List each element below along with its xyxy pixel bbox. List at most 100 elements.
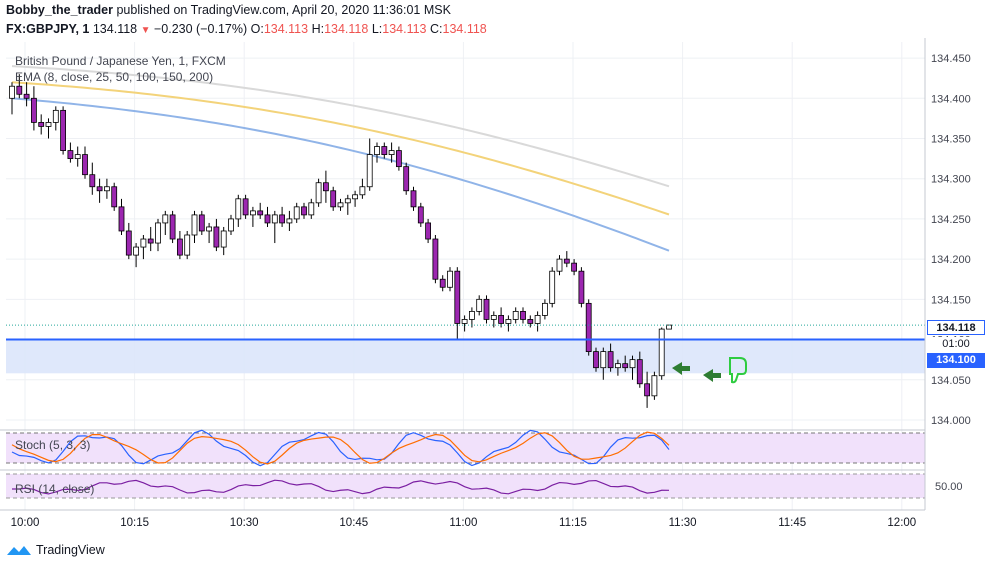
candle-body	[425, 222, 432, 240]
price-tick-label: 134.200	[931, 254, 971, 266]
candle-body	[301, 206, 307, 216]
candle-body	[454, 270, 461, 324]
candle-body	[125, 230, 132, 256]
author-name[interactable]: Bobby_the_trader	[6, 3, 113, 17]
candle-body	[23, 93, 30, 99]
countdown-tag: 01:00	[927, 337, 985, 352]
footer: TradingView	[6, 543, 105, 557]
thumbs-down-icon	[729, 357, 747, 384]
price-tick-label: 134.150	[931, 294, 971, 306]
candle-body	[468, 310, 475, 320]
price-tick-label: 134.000	[931, 415, 971, 427]
price-tick-label: 134.450	[931, 53, 971, 65]
candle-body	[490, 315, 497, 320]
candle-body	[198, 214, 205, 232]
support-zone	[6, 339, 925, 374]
time-tick-label: 11:15	[559, 517, 587, 529]
time-tick-label: 10:00	[11, 517, 40, 529]
candle-body	[228, 218, 234, 232]
candle-body	[30, 97, 37, 123]
rsi-band	[6, 474, 925, 498]
candle-body	[483, 298, 490, 320]
low-value: 134.113	[382, 22, 427, 36]
stoch-d-line	[11, 431, 670, 465]
candle-body	[432, 238, 439, 280]
candle-body	[264, 214, 271, 224]
candle-body	[585, 302, 592, 353]
candle-body	[461, 319, 468, 324]
candle-body	[644, 383, 650, 397]
candle-body	[403, 166, 410, 192]
rsi-line	[11, 479, 670, 495]
current-price-tag: 134.118	[927, 320, 985, 335]
symbol-label: FX:GBPJPY, 1	[6, 22, 90, 36]
candle-body	[410, 190, 417, 208]
candle-body	[534, 315, 541, 324]
candle-body	[191, 214, 198, 236]
chart-legend-title[interactable]: British Pound / Japanese Yen, 1, FXCM	[15, 54, 226, 68]
candle-body	[563, 258, 570, 264]
candle-body	[315, 182, 322, 204]
left-arrow-icon	[672, 362, 690, 375]
ema-lines	[11, 65, 670, 252]
open-label: O:	[250, 22, 264, 36]
candle-body	[169, 214, 176, 240]
time-tick-label: 12:00	[887, 517, 916, 529]
time-tick-label: 11:30	[669, 517, 697, 529]
candle-body	[615, 363, 621, 369]
candle-body	[322, 182, 329, 192]
candle-body	[520, 310, 526, 320]
close-label: C:	[430, 22, 443, 36]
published-text: published on TradingView.com, April 20, …	[116, 3, 451, 17]
ema-legend[interactable]: EMA (8, close, 25, 50, 100, 150, 200)	[15, 70, 214, 84]
last-price: 134.118	[92, 22, 138, 36]
candle-body	[213, 226, 220, 248]
candle-body	[74, 154, 81, 160]
time-tick-label: 10:45	[339, 517, 368, 529]
stoch-legend[interactable]: Stoch (5, 3, 3)	[15, 438, 91, 452]
stoch-band	[6, 433, 925, 463]
annotations	[672, 357, 747, 384]
candle-body	[176, 238, 183, 256]
candle-body	[571, 262, 577, 272]
candle-body	[206, 226, 213, 232]
candle-body	[184, 234, 191, 256]
candle-body	[578, 270, 585, 304]
candle-body	[9, 85, 15, 99]
candle-body	[249, 210, 256, 216]
candle-body	[476, 298, 483, 312]
candle-body	[96, 186, 103, 192]
candle-body	[622, 363, 629, 369]
ohlc-header: FX:GBPJPY, 1 134.118 ▼ −0.230 (−0.17%) O…	[6, 22, 487, 36]
candle-body	[118, 206, 125, 232]
candle-body	[447, 270, 453, 288]
low-label: L:	[371, 22, 383, 36]
candle-body	[381, 146, 388, 155]
candle-body	[140, 238, 147, 248]
high-label: H:	[311, 22, 325, 36]
candle-body	[600, 351, 607, 369]
rsi-tick-label: 50.00	[935, 481, 963, 493]
rsi-legend[interactable]: RSI (14, close)	[15, 482, 95, 496]
tradingview-logo-icon	[7, 546, 31, 555]
candle-body	[45, 122, 52, 127]
candle-body	[636, 359, 643, 385]
time-tick-label: 10:30	[230, 517, 259, 529]
candle-body	[330, 190, 337, 208]
candle-body	[133, 246, 140, 256]
candle-body	[395, 150, 402, 168]
candle-body	[147, 238, 154, 244]
brand-name[interactable]: TradingView	[36, 543, 105, 557]
candle-body	[439, 278, 446, 288]
candles	[9, 74, 672, 408]
candle-body	[242, 198, 249, 216]
price-tick-label: 134.400	[931, 93, 971, 105]
ema-line	[11, 81, 670, 216]
candle-body	[344, 198, 351, 204]
candle-body	[352, 194, 359, 200]
candle-body	[607, 351, 614, 369]
candle-body	[293, 206, 300, 220]
candle-body	[556, 258, 563, 272]
candle-body	[512, 310, 519, 320]
